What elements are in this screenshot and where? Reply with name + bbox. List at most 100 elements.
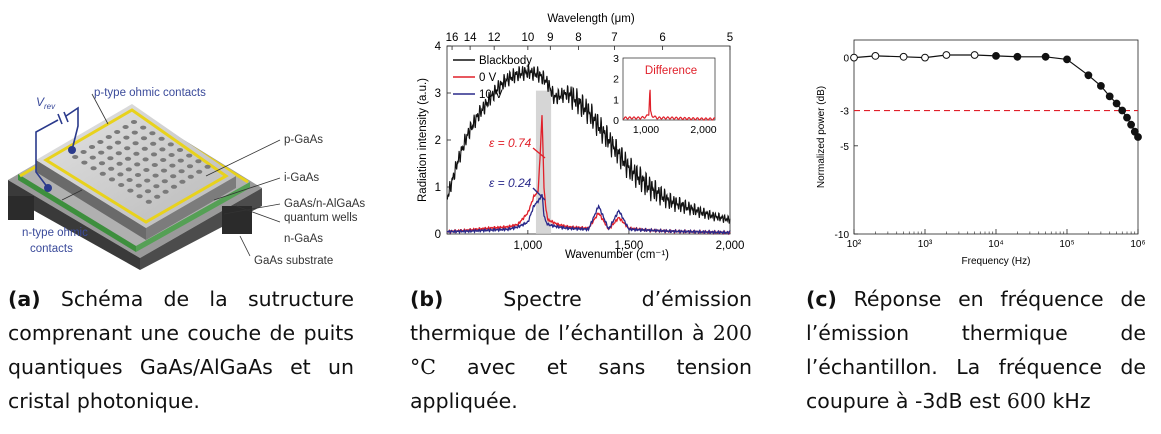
crystal-hole [141, 146, 148, 151]
crystal-hole [114, 130, 121, 134]
y-tick-label: 1 [435, 182, 441, 194]
x-tick-label: 10⁶ [1130, 239, 1145, 250]
data-point [1084, 71, 1093, 80]
bias-wire [65, 106, 79, 151]
y-tick-label: -3 [840, 107, 849, 118]
crystal-hole [186, 164, 194, 169]
crystal-hole [131, 130, 138, 135]
y-axis-title: Normalized power (dB) [816, 86, 827, 188]
qw-label-2: quantum wells [284, 212, 358, 224]
data-point [850, 53, 858, 62]
crystal-hole [168, 153, 175, 157]
top-tick-label: 5 [727, 32, 733, 44]
legend: Blackbody 0 V 10 V [453, 55, 532, 101]
caption-a: (a) Schéma de la sutructure comprenant u… [8, 282, 354, 418]
capacitor-plate [57, 113, 63, 125]
caption-text: Schéma de la sutructure comprenant une c… [8, 287, 354, 413]
crystal-hole [133, 151, 140, 156]
crystal-hole [169, 163, 176, 168]
n-contacts-label: n-type ohmic [22, 227, 88, 239]
n-gaas-label: n-GaAs [284, 233, 323, 245]
crystal-hole [162, 189, 169, 194]
response-line [853, 54, 1139, 138]
leader-line [223, 203, 281, 215]
y-tick-label: 0 [843, 54, 849, 65]
caption-b: (b) Spectre d’émission thermique de l’éc… [410, 282, 752, 418]
crystal-hole [124, 146, 131, 151]
response-series [850, 51, 1142, 141]
top-tick-label: 8 [575, 32, 581, 44]
data-point [921, 53, 929, 62]
y-tick-label: -10 [835, 230, 850, 241]
top-tick-label: 14 [464, 32, 477, 44]
data-point [871, 52, 880, 60]
crystal-hole [195, 159, 202, 164]
crystal-hole [136, 194, 143, 199]
crystal-hole [114, 140, 122, 145]
x-tick-label: 10² [847, 239, 862, 250]
crystal-hole [150, 141, 157, 146]
spectrum-series [446, 63, 731, 236]
caption-text-end: kHz [1046, 389, 1091, 413]
legend-label-blackbody: Blackbody [479, 55, 532, 67]
crystal-hole [154, 194, 161, 199]
crystal-hole [144, 189, 152, 194]
top-tick-label: 7 [611, 32, 617, 44]
substrate-leg [8, 196, 34, 220]
crystal-hole [81, 160, 88, 165]
crystal-hole [108, 177, 116, 182]
crystal-hole [170, 174, 177, 179]
caption-label: (a) [8, 287, 41, 311]
top-tick-label: 9 [547, 32, 553, 44]
leader-line [213, 177, 281, 201]
crystal-hole [107, 156, 114, 161]
y-tick-label: -5 [840, 142, 849, 153]
frequency-response-chart: 10² 10³ 10⁴ 10⁵ 10⁶ 0 -3 -5 -10 Normalized powe… [800, 0, 1161, 270]
top-tick-label: 6 [659, 32, 665, 44]
data-point [899, 52, 908, 61]
data-point [1041, 52, 1050, 61]
crystal-hole [145, 199, 152, 204]
crystal-hole [159, 147, 166, 152]
crystal-hole [116, 161, 123, 166]
crystal-hole [144, 178, 151, 183]
crystal-hole [149, 131, 156, 136]
crystal-hole [127, 188, 134, 193]
qw-label: GaAs/n-AlGaAs [284, 198, 365, 210]
inset-x-tick-label: 1,000 [633, 124, 659, 136]
qw-layer-right [136, 182, 250, 252]
substrate-label: GaAs substrate [254, 255, 333, 267]
leader-line [235, 205, 281, 223]
inset-difference-line [622, 89, 716, 121]
x-tick-label: 2,000 [716, 240, 745, 252]
top-tick-label: 12 [488, 32, 501, 44]
photonic-crystal-holes [72, 120, 211, 204]
crystal-hole [132, 141, 139, 146]
y-axis-ticks: 0 -3 -5 -10 [835, 54, 858, 241]
crystal-hole [167, 142, 174, 147]
x-axis-ticks: 1,000 1,500 2,000 [513, 230, 744, 252]
data-point [1097, 82, 1105, 90]
data-point [970, 51, 979, 59]
x-tick-label: 1,500 [615, 240, 644, 252]
inset-x-tick-label: 2,000 [690, 124, 716, 136]
crystal-hole [179, 179, 186, 184]
capacitor-plate [63, 111, 69, 123]
data-point [1134, 133, 1142, 141]
data-point [1127, 120, 1136, 129]
crystal-hole [170, 184, 178, 189]
x-tick-label: 10⁵ [1059, 239, 1074, 250]
leader-line [61, 189, 83, 201]
crystal-hole [108, 166, 115, 171]
crystal-hole [152, 173, 159, 178]
data-point [1013, 52, 1022, 61]
inset-y-tick-label: 3 [613, 53, 619, 65]
caption-text-end: avec et sans tension appliquée. [410, 355, 752, 413]
x-tick-label: 10³ [918, 239, 933, 250]
leader-line [91, 93, 109, 125]
crystal-hole [160, 168, 168, 173]
crystal-hole [158, 136, 165, 141]
emissivity-annotation-blue: ε = 0.24 [489, 176, 532, 190]
caption-text: Spectre d’émission thermique de l’échant… [410, 287, 752, 345]
crystal-hole [134, 162, 141, 167]
